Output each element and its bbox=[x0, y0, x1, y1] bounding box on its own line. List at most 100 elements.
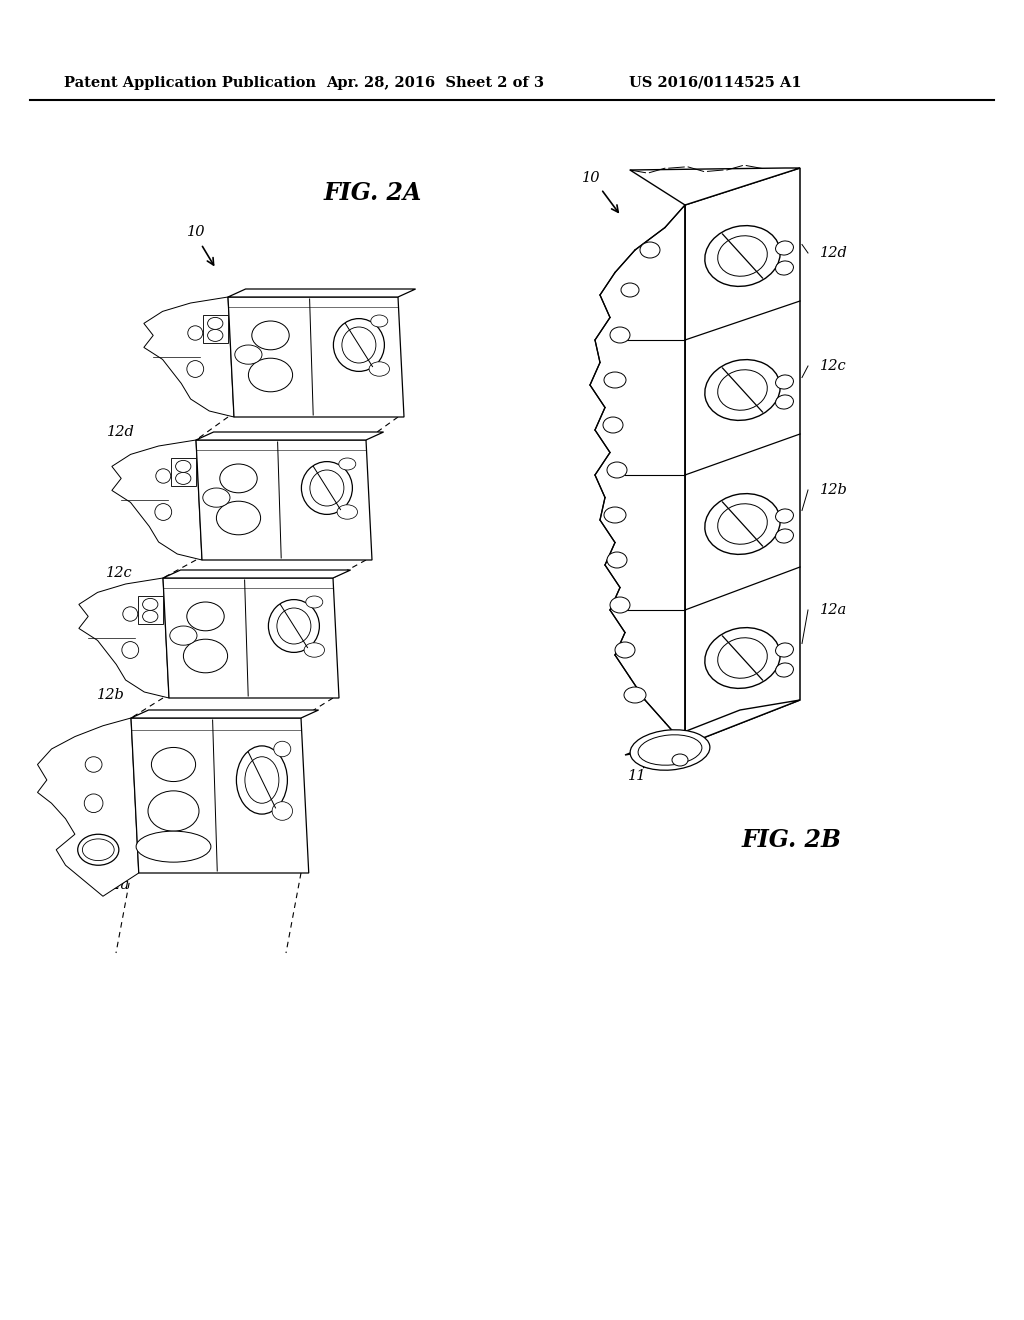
Text: 12c: 12c bbox=[820, 359, 847, 374]
Ellipse shape bbox=[604, 507, 626, 523]
Ellipse shape bbox=[142, 598, 158, 610]
Ellipse shape bbox=[775, 242, 794, 255]
Ellipse shape bbox=[183, 639, 227, 673]
Polygon shape bbox=[79, 578, 169, 698]
Ellipse shape bbox=[607, 552, 627, 568]
Ellipse shape bbox=[775, 395, 794, 409]
Ellipse shape bbox=[208, 317, 223, 330]
Polygon shape bbox=[203, 315, 228, 343]
Polygon shape bbox=[38, 718, 138, 896]
Polygon shape bbox=[131, 718, 309, 873]
Text: 12b: 12b bbox=[97, 688, 125, 702]
Ellipse shape bbox=[610, 327, 630, 343]
Ellipse shape bbox=[604, 372, 626, 388]
Ellipse shape bbox=[187, 326, 203, 341]
Polygon shape bbox=[131, 710, 318, 718]
Ellipse shape bbox=[775, 375, 794, 389]
Text: US 2016/0114525 A1: US 2016/0114525 A1 bbox=[629, 77, 802, 90]
Text: 12a: 12a bbox=[102, 878, 130, 892]
Polygon shape bbox=[143, 297, 234, 417]
Text: Apr. 28, 2016  Sheet 2 of 3: Apr. 28, 2016 Sheet 2 of 3 bbox=[326, 77, 544, 90]
Ellipse shape bbox=[252, 321, 289, 350]
Ellipse shape bbox=[705, 494, 780, 554]
Ellipse shape bbox=[136, 832, 211, 862]
Ellipse shape bbox=[122, 642, 138, 659]
Polygon shape bbox=[137, 597, 163, 623]
Ellipse shape bbox=[245, 756, 279, 804]
Polygon shape bbox=[630, 168, 800, 205]
Ellipse shape bbox=[718, 504, 767, 544]
Ellipse shape bbox=[369, 362, 389, 376]
Ellipse shape bbox=[718, 236, 767, 276]
Ellipse shape bbox=[85, 756, 102, 772]
Ellipse shape bbox=[337, 504, 357, 519]
Ellipse shape bbox=[705, 226, 780, 286]
Ellipse shape bbox=[216, 502, 260, 535]
Ellipse shape bbox=[775, 510, 794, 523]
Ellipse shape bbox=[234, 345, 262, 364]
Text: 12d: 12d bbox=[820, 246, 848, 260]
Ellipse shape bbox=[273, 742, 291, 756]
Ellipse shape bbox=[249, 358, 293, 392]
Text: FIG. 2A: FIG. 2A bbox=[324, 181, 422, 205]
Ellipse shape bbox=[276, 609, 311, 644]
Polygon shape bbox=[590, 205, 685, 744]
Ellipse shape bbox=[186, 602, 224, 631]
Ellipse shape bbox=[306, 597, 323, 609]
Ellipse shape bbox=[775, 261, 794, 275]
Ellipse shape bbox=[607, 462, 627, 478]
Ellipse shape bbox=[334, 318, 384, 371]
Ellipse shape bbox=[142, 610, 158, 623]
Ellipse shape bbox=[304, 643, 325, 657]
Ellipse shape bbox=[672, 754, 688, 766]
Ellipse shape bbox=[186, 360, 204, 378]
Ellipse shape bbox=[156, 469, 171, 483]
Ellipse shape bbox=[624, 686, 646, 704]
Ellipse shape bbox=[638, 735, 701, 766]
Ellipse shape bbox=[268, 599, 319, 652]
Text: 10: 10 bbox=[582, 172, 600, 185]
Ellipse shape bbox=[718, 370, 767, 411]
Ellipse shape bbox=[705, 359, 780, 420]
Ellipse shape bbox=[610, 597, 630, 612]
Ellipse shape bbox=[775, 529, 794, 543]
Polygon shape bbox=[171, 458, 196, 486]
Ellipse shape bbox=[371, 315, 388, 327]
Ellipse shape bbox=[630, 730, 710, 771]
Ellipse shape bbox=[342, 327, 376, 363]
Ellipse shape bbox=[775, 643, 794, 657]
Ellipse shape bbox=[175, 473, 190, 484]
Ellipse shape bbox=[718, 638, 767, 678]
Polygon shape bbox=[228, 289, 416, 297]
Ellipse shape bbox=[148, 791, 199, 832]
Ellipse shape bbox=[603, 417, 623, 433]
Ellipse shape bbox=[705, 627, 780, 689]
Polygon shape bbox=[163, 578, 339, 698]
Ellipse shape bbox=[272, 801, 293, 820]
Polygon shape bbox=[625, 700, 800, 755]
Ellipse shape bbox=[220, 465, 257, 492]
Text: 11: 11 bbox=[628, 770, 646, 783]
Ellipse shape bbox=[640, 242, 660, 257]
Text: Patent Application Publication: Patent Application Publication bbox=[63, 77, 316, 90]
Text: 12b: 12b bbox=[820, 483, 848, 498]
Ellipse shape bbox=[208, 330, 223, 342]
Polygon shape bbox=[685, 168, 800, 744]
Ellipse shape bbox=[175, 461, 190, 473]
Polygon shape bbox=[196, 432, 384, 440]
Ellipse shape bbox=[310, 470, 344, 506]
Ellipse shape bbox=[301, 462, 352, 515]
Ellipse shape bbox=[78, 834, 119, 865]
Polygon shape bbox=[163, 570, 350, 578]
Text: 12d: 12d bbox=[108, 425, 135, 440]
Ellipse shape bbox=[155, 504, 172, 520]
Text: 10: 10 bbox=[186, 224, 205, 239]
Polygon shape bbox=[112, 440, 202, 560]
Ellipse shape bbox=[203, 488, 230, 507]
Ellipse shape bbox=[82, 840, 114, 861]
Text: 12c: 12c bbox=[106, 566, 133, 579]
Ellipse shape bbox=[339, 458, 355, 470]
Ellipse shape bbox=[123, 607, 138, 622]
Ellipse shape bbox=[621, 282, 639, 297]
Ellipse shape bbox=[775, 663, 794, 677]
